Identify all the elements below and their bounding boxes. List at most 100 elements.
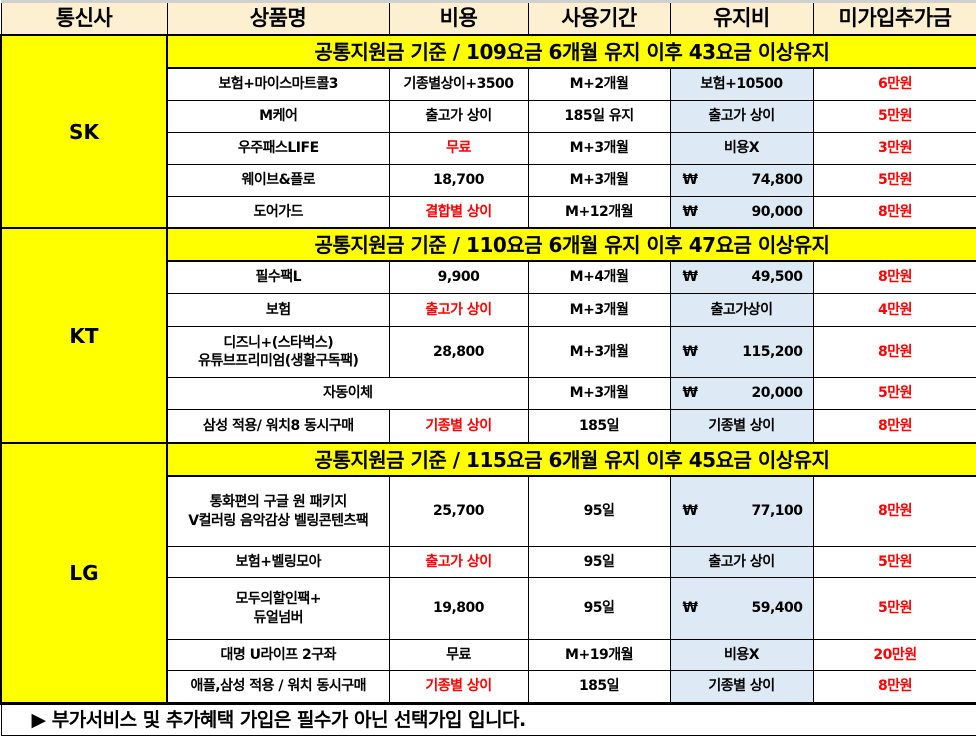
won-wrap: ₩77,100	[671, 502, 813, 520]
service-name: 통화편의 구글 원 패키지 V컬러링 음악감상 벨링콘텐츠팩	[166, 475, 390, 547]
usage-period: 185일 유지	[527, 100, 671, 133]
maintenance-fee: ₩74,800	[669, 164, 814, 197]
extra-charge: 8만원	[812, 326, 976, 378]
fee-value: 74,800	[751, 172, 803, 189]
table-row: 웨이브&플로 18,700 M+3개월 ₩74,800 5만원	[1, 164, 976, 197]
footer-row: ▶ 부가서비스 및 추가혜택 가입은 필수가 아닌 선택가입 입니다.	[0, 702, 976, 736]
cost: 무료	[388, 639, 529, 671]
service-name: 보험	[166, 293, 390, 327]
maintenance-fee: 비용X	[669, 639, 814, 671]
cost: 19,800	[388, 577, 529, 640]
usage-period: M+3개월	[527, 132, 671, 165]
cost: 28,800	[388, 326, 529, 378]
extra-charge: 8만원	[812, 670, 976, 704]
usage-period: M+12개월	[527, 196, 671, 229]
condition-text: 공통지원금 기준 / 115요금 6개월 유지 이후 45요금 이상유지	[166, 442, 976, 477]
usage-period: M+3개월	[527, 164, 671, 197]
table-row: 보험+마이스마트콜3 기종별상이+3500 M+2개월 보험+10500 6만원	[1, 67, 976, 101]
usage-period: 95일	[527, 546, 671, 578]
service-name: 자동이체	[166, 377, 529, 410]
condition-band: SK 공통지원금 기준 / 109요금 6개월 유지 이후 43요금 이상유지	[0, 34, 976, 229]
table-row: 보험 출고가 상이 M+3개월 출고가상이 4만원	[1, 293, 976, 327]
service-name: 대명 U라이프 2구좌	[166, 639, 390, 671]
condition-band: KT 공통지원금 기준 / 110요금 6개월 유지 이후 47요금 이상유지	[0, 227, 976, 444]
extra-charge: 8만원	[812, 475, 976, 547]
usage-period: M+3개월	[527, 377, 671, 410]
fee-value: 59,400	[751, 600, 803, 617]
column-header: 통신사	[0, 0, 168, 36]
maintenance-fee: ₩115,200	[669, 326, 814, 378]
service-name-line: 필수팩L	[255, 269, 302, 286]
fee-value: 77,100	[751, 503, 803, 520]
won-symbol: ₩	[682, 385, 698, 402]
table-row: 대명 U라이프 2구좌 무료 M+19개월 비용X 20만원	[1, 639, 976, 671]
won-wrap: ₩20,000	[671, 384, 813, 402]
service-name-line: M케어	[259, 108, 298, 125]
extra-charge: 4만원	[812, 293, 976, 327]
service-name-line: 디즈니+(스타벅스)	[223, 334, 334, 351]
service-name: 모두의할인팩+ 듀얼넘버	[166, 577, 390, 640]
cost: 무료	[388, 132, 529, 165]
usage-period: 95일	[527, 577, 671, 640]
carrier-name: SK	[0, 34, 168, 229]
won-symbol: ₩	[682, 503, 698, 520]
column-header: 상품명	[166, 0, 390, 36]
cost: 출고가 상이	[388, 546, 529, 578]
condition-text: 공통지원금 기준 / 110요금 6개월 유지 이후 47요금 이상유지	[166, 227, 976, 262]
maintenance-fee: 기종별 상이	[669, 670, 814, 704]
maintenance-fee: 출고가 상이	[669, 100, 814, 133]
service-name: 디즈니+(스타벅스) 유튜브프리미엄(생활구독팩)	[166, 326, 390, 378]
service-name: 필수팩L	[166, 260, 390, 294]
fee-value: 115,200	[742, 343, 803, 360]
won-wrap: ₩74,800	[671, 171, 813, 189]
extra-charge: 8만원	[812, 409, 976, 444]
won-symbol: ₩	[682, 600, 698, 617]
cost: 출고가 상이	[388, 100, 529, 133]
table-row: 애플,삼성 적용 / 워치 동시구매 기종별 상이 185일 기종별 상이 8만원	[1, 670, 976, 704]
usage-period: M+3개월	[527, 293, 671, 327]
fee-value: 49,500	[751, 269, 803, 286]
maintenance-fee: ₩49,500	[669, 260, 814, 294]
usage-period: 185일	[527, 409, 671, 444]
extra-charge: 3만원	[812, 132, 976, 165]
table-row: 도어가드 결합별 상이 M+12개월 ₩90,000 8만원	[1, 196, 976, 229]
fee-value: 20,000	[751, 385, 803, 402]
cost: 기종별 상이	[388, 670, 529, 704]
usage-period: M+19개월	[527, 639, 671, 671]
service-name-line: 우주패스LIFE	[237, 140, 319, 157]
column-header: 사용기간	[527, 0, 671, 36]
maintenance-fee: ₩20,000	[669, 377, 814, 410]
table-row: 우주패스LIFE 무료 M+3개월 비용X 3만원	[1, 132, 976, 165]
maintenance-fee: 출고가상이	[669, 293, 814, 327]
column-header: 비용	[388, 0, 529, 36]
extra-charge: 5만원	[812, 377, 976, 410]
service-name-line: 애플,삼성 적용 / 워치 동시구매	[190, 678, 367, 695]
condition-text: 공통지원금 기준 / 109요금 6개월 유지 이후 43요금 이상유지	[166, 34, 976, 69]
service-name-line: 유튜브프리미엄(생활구독팩)	[198, 353, 359, 369]
carrier-name: LG	[0, 442, 168, 705]
service-name-line: 모두의할인팩+	[235, 591, 321, 608]
extra-charge: 5만원	[812, 164, 976, 197]
maintenance-fee: 보험+10500	[669, 67, 814, 101]
service-name: M케어	[166, 100, 390, 133]
extra-charge: 8만원	[812, 196, 976, 229]
service-name: 웨이브&플로	[166, 164, 390, 197]
column-header: 유지비	[669, 0, 814, 36]
maintenance-fee: 비용X	[669, 132, 814, 165]
table-row: 자동이체 M+3개월 ₩20,000 5만원	[1, 377, 976, 410]
cost: 9,900	[388, 260, 529, 294]
maintenance-fee: ₩90,000	[669, 196, 814, 229]
service-name-line: 자동이체	[322, 385, 373, 402]
service-name-line: 삼성 적용/ 워치8 동시구매	[202, 417, 354, 434]
cost: 기종별 상이	[388, 409, 529, 444]
extra-charge: 6만원	[812, 67, 976, 101]
column-header: 미가입추가금	[812, 0, 976, 36]
service-name-line: 보험+마이스마트콜3	[218, 76, 338, 93]
maintenance-fee: 출고가 상이	[669, 546, 814, 578]
won-symbol: ₩	[682, 203, 698, 220]
won-symbol: ₩	[682, 172, 698, 189]
table-row: 보험+벨링모아 출고가 상이 95일 출고가 상이 5만원	[1, 546, 976, 578]
service-name: 도어가드	[166, 196, 390, 229]
cost: 결합별 상이	[388, 196, 529, 229]
